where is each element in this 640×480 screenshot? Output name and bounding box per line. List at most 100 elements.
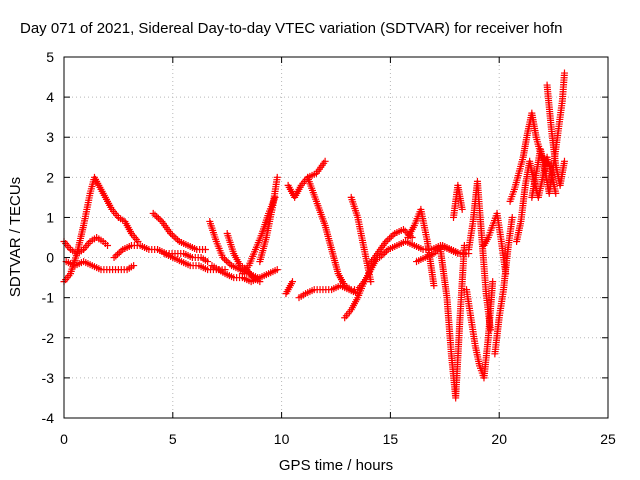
data-point-trail [393, 226, 405, 236]
data-point-trail [258, 271, 270, 281]
data-point-trail [269, 176, 281, 207]
data-point-trail [230, 263, 242, 273]
data-point-trail [304, 287, 316, 297]
x-tick-label: 20 [491, 431, 507, 447]
y-tick-label: -2 [42, 330, 55, 346]
series-arc-3 [62, 258, 138, 274]
data-point-trail [62, 272, 73, 284]
series-arc-25 [465, 177, 494, 334]
data-point-trail [423, 251, 436, 261]
data-point [204, 258, 212, 266]
data-point [273, 173, 281, 181]
x-tick-label: 0 [60, 431, 68, 447]
data-point-trail [322, 224, 335, 251]
data-point [486, 326, 494, 334]
data-point-trail [375, 240, 389, 256]
data-point-trail [223, 271, 236, 281]
data-point-trail [162, 251, 175, 261]
data-point-trail [197, 263, 209, 273]
data-point-trail [554, 99, 566, 135]
data-point-trail [343, 283, 353, 292]
data-point-trail [256, 236, 270, 263]
data-point-trail [496, 288, 507, 319]
data-point-trail [404, 239, 416, 249]
data-point-trail [165, 250, 176, 258]
data-point [104, 242, 112, 250]
data-point-trail [151, 211, 164, 224]
series-arc-17 [347, 193, 375, 286]
data-point-trail [148, 246, 159, 254]
data-point-trail [377, 247, 390, 260]
series-arc-26 [480, 209, 510, 278]
data-point-trail [354, 216, 368, 251]
data-point-trail [528, 111, 540, 139]
data-point-trail [241, 275, 253, 285]
data-point-trail [117, 215, 127, 224]
data-point [321, 157, 329, 165]
y-tick-label: -1 [42, 290, 55, 306]
data-point-trail [413, 243, 425, 253]
series-arc-5 [149, 209, 209, 254]
data-point-trail [415, 255, 427, 265]
series-arc-18 [365, 225, 416, 270]
y-tick-label: 5 [46, 49, 54, 65]
data-point-trail [92, 175, 102, 187]
data-point-trail [240, 264, 251, 276]
data-point-trail [217, 267, 227, 276]
series-arc-2 [60, 234, 112, 258]
data-point-trail [305, 176, 320, 203]
data-point-trail [238, 263, 249, 272]
data-point-trail [557, 159, 568, 187]
data-point-trail [450, 247, 462, 257]
data-point [489, 278, 497, 286]
data-point-trail [96, 183, 108, 199]
data-point-trail [112, 247, 125, 260]
data-point-trail [267, 267, 279, 277]
data-point [149, 209, 157, 217]
data-point-trail [348, 196, 361, 219]
data-point [256, 278, 264, 286]
data-point [458, 205, 466, 213]
data-point-trail [313, 200, 328, 227]
data-point-trail [182, 251, 194, 261]
y-tick-label: -4 [42, 410, 55, 426]
data-point-trail [178, 239, 190, 249]
data-point-trail [546, 164, 557, 195]
y-axis-ticks: -4 -3 -2 -1 0 1 2 3 4 5 [42, 49, 608, 426]
series-arc-22 [436, 242, 468, 402]
data-point [560, 157, 568, 165]
data-point [560, 69, 568, 77]
data-point-trail [482, 292, 494, 331]
y-axis-label: SDTVAR / TECUs [7, 177, 24, 297]
data-point-trail [342, 308, 354, 320]
data-point-trail [251, 275, 262, 284]
data-point-trail [102, 195, 115, 211]
series-arc-15 [304, 173, 368, 294]
data-point-trail [221, 255, 234, 268]
series-arc-12 [282, 278, 296, 298]
data-point-trail [405, 223, 417, 239]
data-point-trail [231, 252, 243, 268]
series-arc-4 [110, 242, 212, 266]
y-tick-label: 4 [46, 89, 54, 105]
data-point-trail [73, 259, 85, 269]
data-point-trail [100, 266, 111, 274]
data-point [110, 254, 118, 262]
series-arc-24 [463, 278, 497, 382]
data-point-trail [263, 204, 276, 239]
data-point-trail [330, 283, 342, 293]
data-point-trail [478, 236, 490, 295]
data-point-trail [507, 188, 518, 203]
data-point-trail [348, 296, 361, 312]
data-point-trail [207, 220, 220, 243]
data-point-trail [90, 263, 103, 273]
data-point-trail [384, 231, 397, 244]
data-point-trail [259, 212, 272, 235]
data-point-trail [168, 231, 182, 244]
data-point-trail [459, 250, 470, 258]
data-point-trail [117, 266, 128, 274]
data-point-trail [299, 175, 310, 187]
data-point-trail [548, 127, 560, 167]
data-point [367, 278, 375, 286]
data-point-trail [246, 248, 259, 267]
